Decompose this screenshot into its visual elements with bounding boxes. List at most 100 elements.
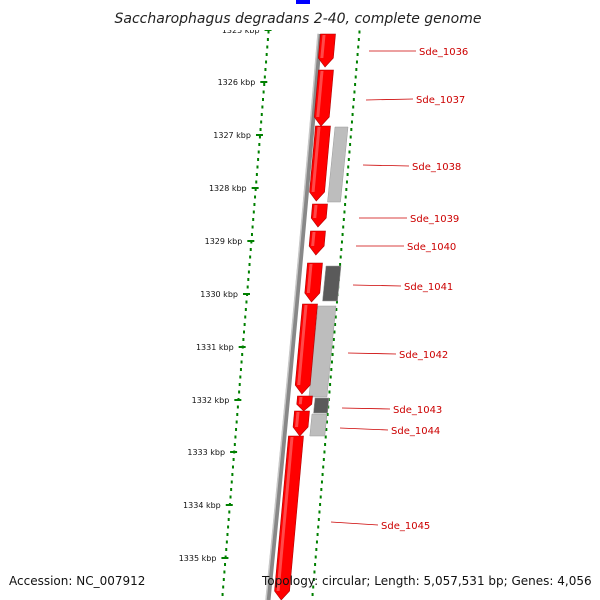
scale-tick-label: 1328 kbp	[209, 184, 247, 193]
scale-tick	[238, 346, 246, 348]
ring-dot	[239, 375, 242, 379]
ring-dot	[319, 503, 322, 506]
forward-gene-arrow	[318, 33, 336, 68]
label-leader-line	[347, 352, 397, 355]
reverse-feature-bar	[322, 265, 342, 302]
label-leader-line	[339, 427, 389, 431]
gene-arrow-shine	[320, 35, 326, 58]
gene-label: Sde_1036	[419, 47, 468, 58]
ring-dot	[225, 540, 228, 544]
scale-tick-label: 1331 kbp	[196, 343, 234, 352]
ring-dot	[262, 90, 265, 94]
gene-arrow-shine	[297, 305, 308, 385]
ring-dot	[263, 83, 266, 86]
reverse-strand-features	[308, 126, 349, 437]
reverse-feature-bar	[313, 397, 330, 414]
ring-dot	[231, 465, 234, 469]
scale-tick-label: 1330 kbp	[200, 290, 238, 299]
ring-dot	[230, 488, 233, 491]
ring-dot	[349, 135, 352, 139]
scale-tick-label: 1326 kbp	[218, 78, 256, 87]
scale-tick	[251, 187, 259, 189]
ring-dot	[325, 420, 328, 424]
ring-dot	[339, 263, 342, 266]
ring-dot	[260, 113, 263, 116]
label-leader-line	[352, 284, 402, 287]
ring-dot	[339, 255, 342, 259]
scale-tick	[230, 451, 238, 453]
ring-dot	[255, 173, 258, 176]
ring-dot	[351, 113, 354, 116]
ring-dot	[224, 563, 227, 566]
ring-dot	[241, 353, 244, 356]
gene-arrow-shine	[316, 71, 324, 117]
ring-dot	[354, 75, 357, 79]
ring-dot	[312, 578, 315, 581]
ring-dot	[319, 495, 322, 499]
ring-dot	[263, 75, 266, 79]
ring-dot	[236, 413, 239, 416]
ring-dot	[334, 323, 337, 326]
ring-dot	[250, 233, 253, 236]
ring-dot	[325, 428, 328, 431]
ring-dot	[350, 128, 353, 131]
ring-dot	[221, 593, 224, 596]
ring-dot	[242, 338, 245, 341]
ring-dot	[322, 458, 325, 461]
scale-tick-label: 1332 kbp	[192, 396, 230, 405]
ring-dot	[328, 390, 331, 394]
ring-dot	[226, 533, 229, 536]
ring-dot	[315, 548, 318, 551]
ring-dot	[324, 443, 327, 446]
ring-dot	[344, 203, 347, 206]
ring-dot	[326, 413, 329, 416]
ring-dot	[244, 308, 247, 311]
scale-tick	[242, 293, 250, 295]
ring-dot	[258, 143, 261, 146]
ring-dot	[267, 30, 270, 34]
ring-dot	[353, 90, 356, 94]
ring-dot	[257, 158, 260, 161]
gene-labels: Sde_1036 Sde_1037 Sde_1038 Sde_1039 Sde_1040…	[330, 47, 468, 532]
ring-dot	[345, 180, 348, 184]
ring-dot	[322, 465, 325, 469]
ring-dot	[228, 510, 231, 514]
gene-label: Sde_1037	[416, 95, 465, 106]
ring-dot	[345, 188, 348, 191]
ring-dot	[253, 203, 256, 206]
ring-dot	[323, 450, 326, 454]
gene-label: Sde_1041	[404, 282, 453, 293]
ring-dot	[314, 563, 317, 566]
ring-dot	[331, 353, 334, 356]
ring-dot	[341, 233, 344, 236]
gene-label: Sde_1038	[412, 162, 461, 173]
ring-dot	[358, 30, 361, 34]
ring-dot	[347, 165, 350, 169]
gene-label: Sde_1045	[381, 521, 430, 532]
ring-dot	[265, 53, 268, 56]
position-marker	[296, 0, 310, 6]
ring-dot	[330, 360, 333, 364]
forward-strand-genes	[274, 33, 336, 600]
accession-text: Accession: NC_007912	[9, 574, 146, 588]
ring-dot	[235, 420, 238, 424]
backbone-line	[265, 33, 323, 600]
ring-dot	[355, 60, 358, 64]
ring-dot	[357, 38, 360, 41]
ring-dot	[316, 533, 319, 536]
outer-dotted-ring	[221, 8, 272, 596]
title-background	[108, 4, 490, 30]
reverse-feature-bar	[309, 413, 328, 437]
ring-dot	[332, 345, 335, 349]
scale-tick	[260, 81, 268, 83]
scale-tick	[221, 557, 229, 559]
ring-dot	[318, 510, 321, 514]
genome-backbone	[265, 33, 323, 600]
scale-tick-label: 1334 kbp	[183, 501, 221, 510]
ring-dot	[260, 120, 263, 124]
ring-dot	[315, 540, 318, 544]
ring-dot	[346, 173, 349, 176]
ring-dot	[254, 195, 257, 199]
gene-label: Sde_1043	[393, 405, 442, 416]
ring-dot	[258, 135, 261, 139]
